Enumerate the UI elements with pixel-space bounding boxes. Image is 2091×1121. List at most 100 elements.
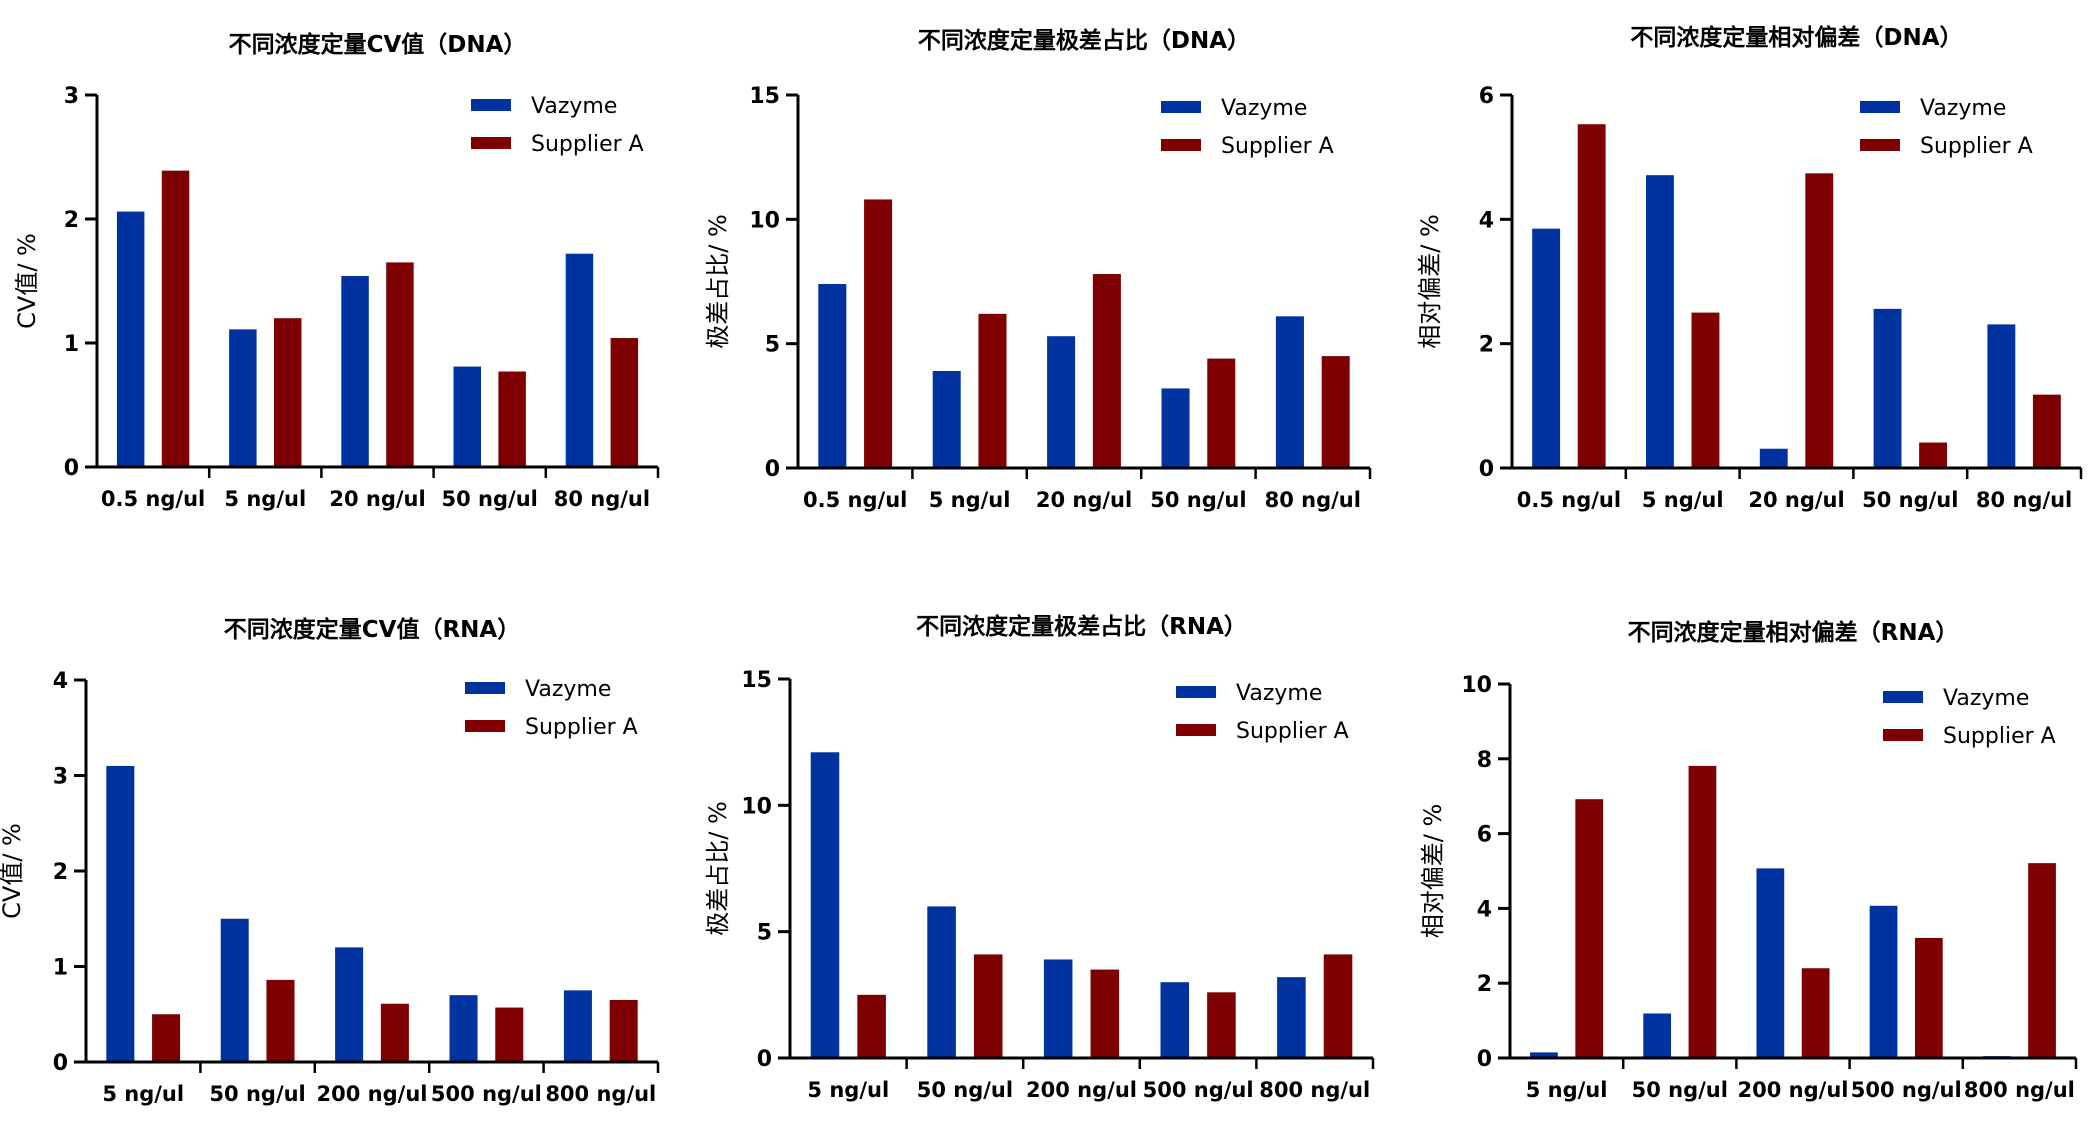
y-axis-label: 相对偏差/ % [1419,804,1447,939]
x-tick-label: 50 ng/ul [442,487,538,511]
bar-vazyme-2 [229,329,257,466]
bar-supplier-a-4 [1207,992,1236,1057]
legend-swatch-vazyme [471,99,511,111]
chart-title: 不同浓度定量极差占比（DNA） [918,27,1250,54]
bar-supplier-a-2 [1691,312,1720,467]
chart-title: 不同浓度定量CV值（RNA） [224,616,520,643]
legend-swatch-supplier-a [1883,729,1923,741]
bar-supplier-a-4 [1914,937,1943,1057]
y-tick-label: 15 [749,84,780,109]
x-tick-label: 500 ng/ul [1143,1078,1254,1102]
bar-supplier-a-5 [609,999,638,1061]
chart-panel-2: 不同浓度定量极差占比（DNA） 极差占比/ % 0 5 10 15 0.5 ng/ul 5 n… [704,27,1372,512]
bar-supplier-a-5 [610,338,639,466]
bar-vazyme-4 [1873,308,1902,467]
y-tick-label: 10 [741,794,772,819]
x-tick-label: 50 ng/ul [209,1082,305,1106]
x-tick-label: 5 ng/ul [1642,488,1724,512]
bar-supplier-a-3 [1801,968,1830,1057]
bar-supplier-a-2 [266,979,295,1061]
chart-panel-4: 不同浓度定量CV值（RNA） CV值/ % 0 1 2 3 4 5 ng/ul 50 ng/ul… [0,616,660,1106]
bar-vazyme-3 [1043,959,1073,1057]
bar-vazyme-5 [563,990,592,1061]
bar-vazyme-4 [1160,982,1190,1057]
chart-panel-1: 不同浓度定量CV值（DNA） CV值/ % 0 1 2 3 0.5 ng/ul 5 ng/ul… [13,31,660,511]
x-tick-label: 200 ng/ul [1738,1078,1849,1102]
x-tick-label: 5 ng/ul [1526,1078,1608,1102]
legend-swatch-supplier-a [471,137,511,149]
bar-supplier-a-4 [495,1007,524,1061]
bar-vazyme-2 [220,918,249,1061]
bar-supplier-a-3 [380,1003,409,1061]
legend-label-supplier-a: Supplier A [1943,724,2056,749]
x-tick-label: 0.5 ng/ul [101,487,205,511]
bar-supplier-a-3 [1090,969,1120,1057]
bar-supplier-a-3 [1092,274,1121,467]
bar-vazyme-2 [1643,1013,1672,1057]
chart-title: 不同浓度定量极差占比（RNA） [916,613,1247,640]
legend-swatch-supplier-a [1860,139,1900,151]
bar-vazyme-3 [335,947,364,1061]
bar-vazyme-2 [932,371,961,467]
bar-supplier-a-4 [1207,358,1236,467]
legend-label-supplier-a: Supplier A [1221,134,1334,159]
legend-swatch-vazyme [1860,101,1900,113]
x-tick-label: 800 ng/ul [1964,1078,2075,1102]
legend-swatch-supplier-a [1176,724,1216,736]
x-tick-label: 0.5 ng/ul [803,488,907,512]
chart-title: 不同浓度定量相对偏差（DNA） [1630,24,1962,51]
x-tick-label: 5 ng/ul [102,1082,184,1106]
x-tick-label: 20 ng/ul [1748,488,1844,512]
y-tick-label: 0 [757,1047,772,1072]
y-tick-label: 6 [1479,84,1494,109]
legend-label-vazyme: Vazyme [1920,96,2006,121]
x-tick-label: 500 ng/ul [1851,1078,1962,1102]
x-tick-label: 5 ng/ul [929,488,1011,512]
legend-swatch-vazyme [1883,691,1923,703]
bar-supplier-a-2 [1688,765,1717,1057]
bar-vazyme-4 [453,366,482,466]
y-tick-label: 2 [64,208,79,233]
bar-vazyme-2 [1645,175,1674,467]
y-tick-label: 8 [1477,748,1492,773]
x-tick-label: 800 ng/ul [545,1082,656,1106]
y-tick-label: 2 [1479,333,1494,358]
bar-vazyme-1 [818,283,847,467]
y-axis-label: CV值/ % [0,823,26,919]
bar-supplier-a-5 [2028,863,2056,1057]
bar-supplier-a-2 [273,318,302,466]
x-tick-label: 20 ng/ul [1036,488,1132,512]
y-tick-label: 4 [53,669,68,694]
bar-supplier-a-1 [161,170,190,466]
bar-vazyme-1 [1530,1052,1558,1057]
bar-supplier-a-5 [2032,394,2061,467]
x-tick-label: 20 ng/ul [329,487,425,511]
bar-supplier-a-5 [1321,356,1350,467]
y-axis-label: 极差占比/ % [704,801,732,936]
bar-supplier-a-2 [973,954,1003,1057]
bar-vazyme-4 [1869,905,1898,1057]
bar-supplier-a-2 [978,313,1007,467]
legend-label-vazyme: Vazyme [1943,686,2029,711]
x-tick-label: 80 ng/ul [554,487,650,511]
y-axis-label: 相对偏差/ % [1416,214,1444,349]
y-axis-label: CV值/ % [13,233,41,329]
legend-swatch-vazyme [465,682,505,694]
legend-label-supplier-a: Supplier A [525,715,638,740]
x-tick-label: 800 ng/ul [1259,1078,1370,1102]
bar-vazyme-5 [1275,316,1304,467]
chart-panel-5: 不同浓度定量极差占比（RNA） 极差占比/ % 0 5 10 15 5 ng/ul 50 ng… [704,613,1375,1102]
x-tick-label: 0.5 ng/ul [1517,488,1621,512]
x-tick-label: 500 ng/ul [431,1082,542,1106]
x-tick-label: 50 ng/ul [1632,1078,1728,1102]
x-tick-label: 5 ng/ul [807,1078,889,1102]
chart-panel-3: 不同浓度定量相对偏差（DNA） 相对偏差/ % 0 2 4 6 0.5 ng/ul 5 ng/… [1416,24,2083,512]
y-tick-label: 2 [53,860,68,885]
y-tick-label: 6 [1477,823,1492,848]
y-tick-label: 0 [765,457,780,482]
bar-vazyme-3 [1047,336,1076,467]
y-tick-label: 5 [765,333,780,358]
y-tick-label: 1 [64,332,79,357]
legend-label-supplier-a: Supplier A [1920,134,2033,159]
